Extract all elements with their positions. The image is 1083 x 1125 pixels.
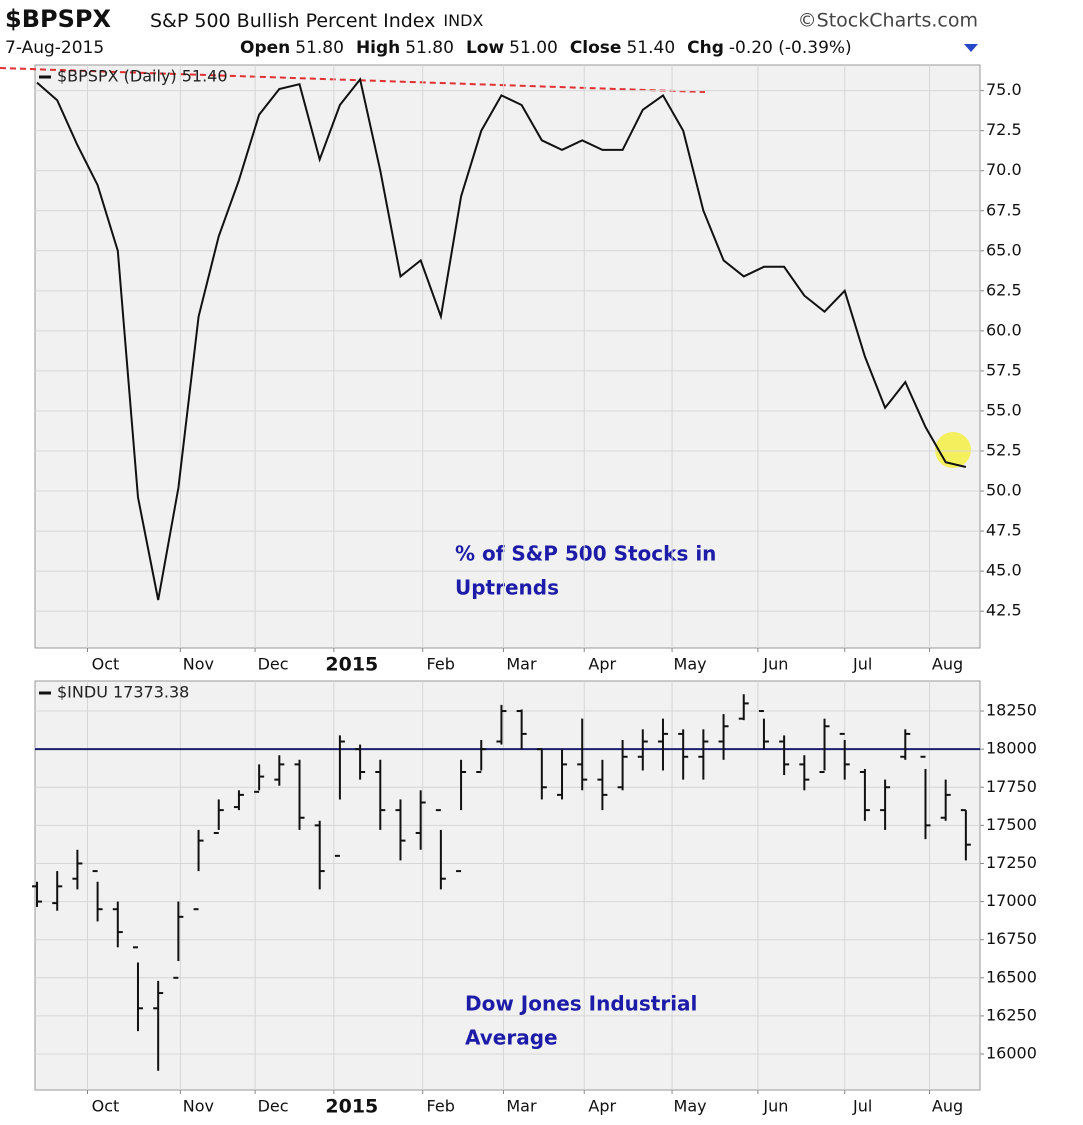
x-tick-label: Dec [258, 1097, 289, 1116]
y-tick-label: 17000 [986, 891, 1037, 910]
y-tick-label: 16500 [986, 967, 1037, 986]
y-tick-label: 75.0 [986, 80, 1022, 99]
x-tick-label: Jul [852, 655, 872, 674]
y-tick-label: 18250 [986, 701, 1037, 720]
source: ©StockCharts.com [798, 10, 978, 32]
y-tick-label: 45.0 [986, 561, 1022, 580]
x-tick-label: May [674, 655, 707, 674]
y-tick-label: 16250 [986, 1005, 1037, 1024]
y-tick-label: 60.0 [986, 320, 1022, 339]
x-tick-label: Jun [762, 1097, 788, 1116]
y-tick-label: 57.5 [986, 360, 1022, 379]
x-tick-label: Feb [427, 655, 455, 674]
y-tick-label: 72.5 [986, 120, 1022, 139]
x-tick-label: 2015 [325, 654, 378, 676]
chg: -0.20 (-0.39%) [729, 38, 852, 58]
y-tick-label: 67.5 [986, 200, 1022, 219]
y-tick-label: 16000 [986, 1044, 1037, 1063]
x-tick-label: Aug [932, 655, 963, 674]
y-tick-label: 17250 [986, 853, 1037, 872]
annotation: % of S&P 500 Stocks in [455, 542, 716, 566]
y-tick-label: 70.0 [986, 160, 1022, 179]
x-tick-label: Mar [506, 1097, 537, 1116]
annotation: Dow Jones Industrial [465, 992, 697, 1016]
chg-label: Chg [687, 38, 724, 58]
x-tick-label: Nov [183, 1097, 214, 1116]
open: 51.80 [295, 38, 344, 58]
x-tick-label: Apr [588, 1097, 616, 1116]
x-tick-label: Jul [852, 1097, 872, 1116]
y-tick-label: 47.5 [986, 521, 1022, 540]
name: S&P 500 Bullish Percent Index [150, 10, 435, 32]
plot [35, 65, 980, 648]
y-tick-label: 17500 [986, 815, 1037, 834]
legend-label: $BPSPX (Daily) 51.40 [57, 67, 228, 86]
line [36, 77, 967, 601]
index-name: S&P 500 Bullish Percent Index INDX [150, 10, 483, 32]
y-tick-label: 16750 [986, 929, 1037, 948]
plot-area [34, 64, 981, 649]
y-tick-label: 62.5 [986, 280, 1022, 299]
highlight [935, 432, 971, 468]
exchange: INDX [443, 11, 483, 30]
low: 51.00 [509, 38, 558, 58]
x-tick-label: Jun [762, 655, 788, 674]
close-label: Close [570, 38, 622, 58]
quote: Open 51.80 High 51.80 Low 51.00 Close 51.40 Chg -… [240, 38, 852, 58]
legend-label: $INDU 17373.38 [57, 683, 189, 702]
x-tick-label: Feb [427, 1097, 455, 1116]
low-label: Low [466, 38, 505, 58]
y-tick-label: 55.0 [986, 400, 1022, 419]
annotation: Uptrends [455, 576, 559, 600]
y-tick-label: 65.0 [986, 240, 1022, 259]
y-tick-label: 17750 [986, 777, 1037, 796]
x-tick-label: 2015 [325, 1096, 378, 1118]
x-tick-label: Dec [258, 655, 289, 674]
annotation: Average [465, 1026, 558, 1050]
y-tick-label: 52.5 [986, 440, 1022, 459]
open-label: Open [240, 38, 290, 58]
symbol: $BPSPX [5, 5, 111, 33]
x-tick-label: Nov [183, 655, 214, 674]
x-tick-label: Aug [932, 1097, 963, 1116]
plot [32, 681, 980, 1090]
high: 51.80 [405, 38, 454, 58]
x-tick-label: Mar [506, 655, 537, 674]
trendline [0, 67, 706, 93]
y-tick-label: 42.5 [986, 601, 1022, 620]
x-tick-label: May [674, 1097, 707, 1116]
x-tick-label: Apr [588, 655, 616, 674]
date: 7-Aug-2015 [5, 38, 104, 58]
down-arrow [964, 44, 978, 52]
y-tick-label: 50.0 [986, 481, 1022, 500]
x-tick-label: Oct [92, 655, 120, 674]
high-label: High [356, 38, 400, 58]
y-tick-label: 18000 [986, 739, 1037, 758]
x-tick-label: Oct [92, 1097, 120, 1116]
close: 51.40 [626, 38, 675, 58]
